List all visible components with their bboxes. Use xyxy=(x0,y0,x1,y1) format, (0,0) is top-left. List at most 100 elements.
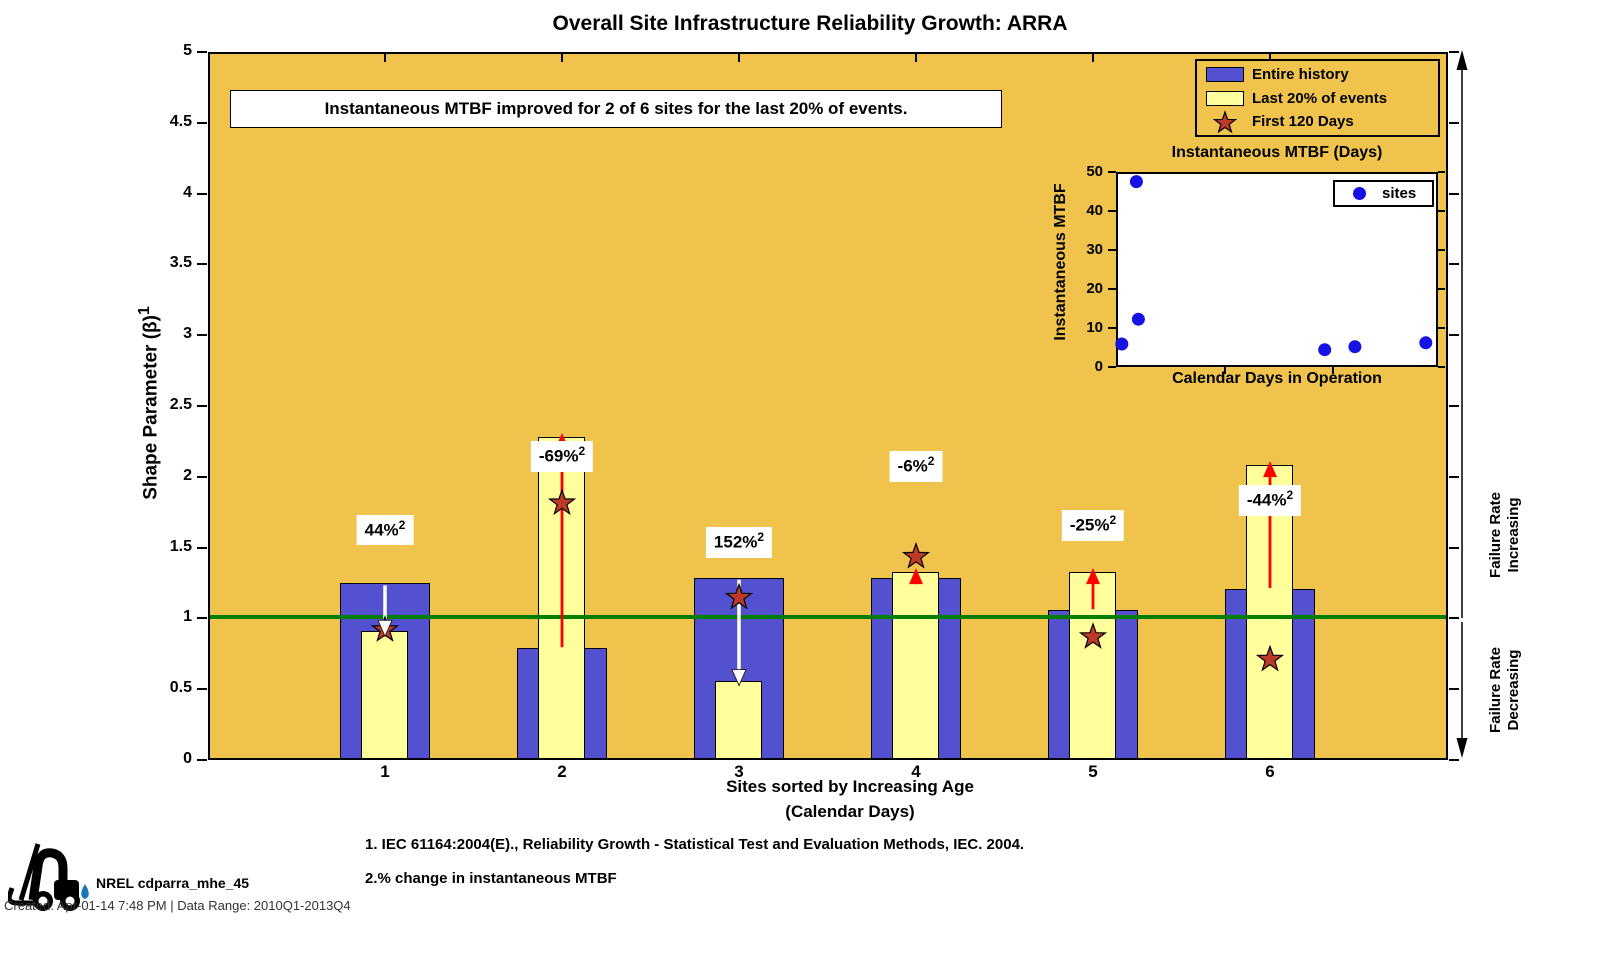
inset-y-tick-mark-right xyxy=(1438,288,1445,290)
inset-y-tick-mark-right xyxy=(1438,171,1445,173)
star-first-120-days-site-4 xyxy=(901,541,931,569)
x-axis-label-line1: Sites sorted by Increasing Age xyxy=(726,777,974,796)
x-tick-label-site-6: 6 xyxy=(1265,762,1275,781)
main-legend: Entire history Last 20% of events First … xyxy=(1195,59,1440,137)
inset-y-tick-label-20: 20 xyxy=(1086,280,1103,297)
y-tick-label-4: 4 xyxy=(183,183,192,201)
inset-y-tick-mark xyxy=(1108,210,1116,212)
y-tick-mark-right xyxy=(1449,759,1459,761)
down-arrowhead-icon xyxy=(1456,738,1468,758)
y-tick-label-1: 1 xyxy=(183,608,192,626)
inset-legend-label: sites xyxy=(1382,185,1417,202)
legend-label-entire-history: Entire history xyxy=(1252,66,1349,83)
reference-line xyxy=(210,615,1446,619)
legend-label-first120: First 120 Days xyxy=(1252,113,1354,130)
failure-rate-text: Failure Rate xyxy=(1487,647,1504,733)
entire-history-swatch xyxy=(1206,67,1244,82)
failure-rate-decreasing-label: Failure Rate Decreasing xyxy=(1487,605,1523,775)
y-tick-mark-left xyxy=(197,121,207,124)
y-tick-mark-right xyxy=(1449,51,1459,53)
y-tick-mark-left xyxy=(197,617,207,620)
pct-change-label-site-1: 44%2 xyxy=(356,514,414,546)
legend-row-first120: First 120 Days xyxy=(1206,109,1438,133)
inset-y-axis-label: Instantaneous MTBF xyxy=(1052,183,1069,341)
y-tick-mark-right xyxy=(1449,688,1459,691)
y-axis-label-superscript: 1 xyxy=(136,306,153,316)
inset-y-tick-label-10: 10 xyxy=(1086,319,1103,336)
top-tick-site-2 xyxy=(561,54,563,62)
increasing-text: Increasing xyxy=(1505,497,1522,573)
inset-y-tick-mark xyxy=(1108,171,1116,173)
failure-rate-direction-arrows xyxy=(1456,50,1468,758)
inset-y-tick-mark-right xyxy=(1438,327,1445,329)
failure-rate-text: Failure Rate xyxy=(1487,492,1504,578)
page-title: Overall Site Infrastructure Reliability … xyxy=(552,12,1068,35)
inset-y-tick-mark xyxy=(1108,366,1116,368)
inset-x-tick-mark xyxy=(1224,367,1226,374)
bar-last20-site-1 xyxy=(361,631,408,758)
y-tick-mark-right xyxy=(1449,405,1459,407)
note-box: Instantaneous MTBF improved for 2 of 6 s… xyxy=(230,90,1002,128)
y-tick-mark-right xyxy=(1449,617,1459,620)
pct-change-label-site-3: 152%2 xyxy=(705,527,773,558)
inset-y-tick-mark xyxy=(1108,249,1116,251)
top-tick-site-5 xyxy=(1092,54,1094,62)
failure-rate-increasing-label: Failure Rate Increasing xyxy=(1487,450,1523,620)
water-droplet-icon xyxy=(81,884,89,899)
y-tick-label-3: 3 xyxy=(183,325,192,343)
bar-last20-site-2 xyxy=(538,437,585,758)
branding-text: NREL cdparra_mhe_45 xyxy=(96,875,250,891)
inset-legend: sites xyxy=(1333,180,1434,207)
x-tick-label-site-1: 1 xyxy=(380,762,390,781)
inset-y-tick-label-40: 40 xyxy=(1086,202,1103,219)
y-tick-mark-right xyxy=(1449,192,1459,195)
bar-last20-site-4 xyxy=(892,572,939,758)
inset-data-point xyxy=(1348,340,1362,354)
top-tick-site-3 xyxy=(738,54,740,62)
inset-data-point xyxy=(1131,312,1145,326)
forklift-logo xyxy=(8,843,89,911)
inset-x-tick-mark xyxy=(1332,367,1334,374)
star-icon xyxy=(1212,109,1238,133)
sites-dot-icon xyxy=(1353,187,1366,200)
main-plot-area: 44%2 -69%2 152%2 -6%2 -25%2 -44%2 xyxy=(208,52,1448,760)
inset-data-point xyxy=(1129,175,1143,189)
y-tick-mark-left xyxy=(197,546,207,549)
y-tick-mark-right xyxy=(1449,475,1459,478)
inset-y-tick-mark xyxy=(1108,288,1116,290)
y-tick-mark-right xyxy=(1449,263,1459,266)
y-tick-label-1.5: 1.5 xyxy=(169,537,192,555)
legend-row-entire-history: Entire history xyxy=(1206,65,1438,85)
x-tick-label-site-2: 2 xyxy=(557,762,567,781)
inset-scatter-canvas xyxy=(1115,175,1433,357)
pct-change-label-site-4: -6%2 xyxy=(889,451,943,482)
inset-y-tick-mark xyxy=(1108,327,1116,329)
y-tick-mark-left xyxy=(197,475,207,478)
inset-y-tick-mark-right xyxy=(1438,249,1445,251)
inset-title: Instantaneous MTBF (Days) xyxy=(1171,144,1383,161)
inset-y-tick-label-30: 30 xyxy=(1086,241,1103,258)
inset-y-tick-label-50: 50 xyxy=(1086,163,1103,180)
inset-data-point xyxy=(1115,337,1129,351)
x-tick-label-site-4: 4 xyxy=(911,762,921,781)
y-tick-mark-left xyxy=(197,192,207,195)
inset-data-point xyxy=(1318,343,1332,357)
pct-change-label-site-2: -69%2 xyxy=(530,441,594,472)
pct-change-label-site-5: -25%2 xyxy=(1061,510,1125,541)
plot-canvas: 44%2 -69%2 152%2 -6%2 -25%2 -44%2 xyxy=(210,54,1446,758)
footnote-iec-reference: 1. IEC 61164:2004(E)., Reliability Growt… xyxy=(365,836,1025,853)
inset-y-tick-label-0: 0 xyxy=(1094,358,1103,375)
y-tick-mark-left xyxy=(197,263,207,266)
bar-last20-site-3 xyxy=(715,680,762,758)
up-arrowhead-icon xyxy=(1456,50,1468,70)
legend-row-last20: Last 20% of events xyxy=(1206,88,1438,108)
top-tick-site-4 xyxy=(915,54,917,62)
x-axis-label: Sites sorted by Increasing Age (Calendar… xyxy=(450,774,1250,824)
inset-y-tick-mark-right xyxy=(1438,210,1445,212)
y-tick-mark-left xyxy=(197,51,207,53)
inset-data-point xyxy=(1419,336,1433,350)
y-tick-label-5: 5 xyxy=(183,42,192,59)
y-tick-label-2.5: 2.5 xyxy=(169,396,192,413)
y-tick-mark-right xyxy=(1449,334,1459,337)
